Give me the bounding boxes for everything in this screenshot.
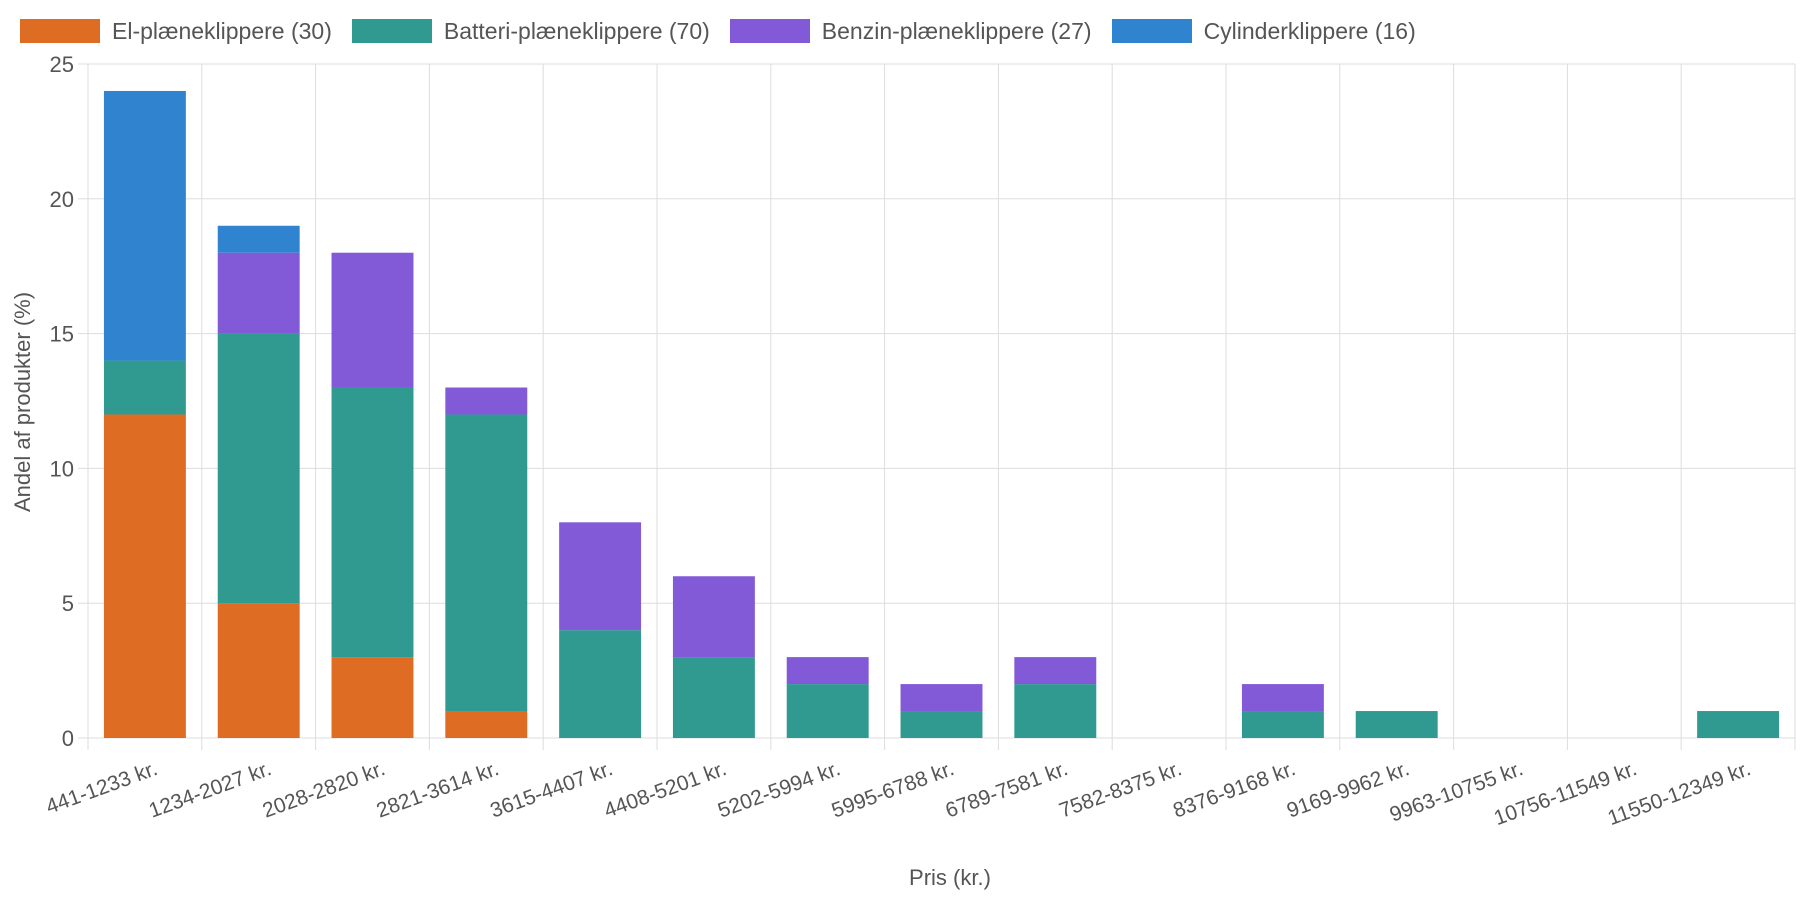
- bar-segment[interactable]: [900, 711, 983, 738]
- y-tick-label: 5: [62, 591, 74, 616]
- x-tick-label: 3615-4407 kr.: [487, 757, 616, 823]
- x-tick-label: 2028-2820 kr.: [260, 757, 389, 823]
- bar-segment[interactable]: [786, 657, 869, 685]
- bar-segment[interactable]: [1014, 684, 1097, 738]
- legend-item-batteri[interactable]: Batteri-plæneklippere (70): [351, 17, 710, 45]
- bar-segment[interactable]: [103, 90, 186, 361]
- bar-segment[interactable]: [672, 657, 755, 738]
- legend-swatch-cylinder: [1111, 19, 1192, 43]
- bar-segment[interactable]: [217, 225, 300, 253]
- legend-label-batteri: Batteri-plæneklippere (70): [443, 17, 710, 44]
- bar-segment[interactable]: [217, 333, 300, 604]
- y-tick-label: 0: [62, 726, 74, 751]
- bar-segment[interactable]: [103, 360, 186, 415]
- y-tick-label: 25: [50, 52, 74, 77]
- bar-segment[interactable]: [786, 684, 869, 738]
- x-tick-label: 441-1233 kr.: [43, 757, 161, 819]
- bar-segment[interactable]: [672, 576, 755, 658]
- chart-legend: El-plæneklippere (30) Batteri-plæneklipp…: [20, 16, 1436, 46]
- x-tick-label: 5202-5994 kr.: [715, 757, 844, 823]
- y-tick-label: 10: [50, 456, 74, 481]
- y-tick-label: 20: [50, 187, 74, 212]
- legend-label-cylinder: Cylinderklippere (16): [1203, 17, 1416, 44]
- bar-segment[interactable]: [103, 414, 186, 738]
- bar-segment[interactable]: [1241, 711, 1324, 738]
- y-tick-label: 15: [50, 322, 74, 347]
- legend-item-el[interactable]: El-plæneklippere (30): [20, 18, 332, 45]
- bar-segment[interactable]: [217, 252, 300, 334]
- legend-item-benzin[interactable]: Benzin-plæneklippere (27): [729, 17, 1092, 45]
- bar-segment[interactable]: [1355, 711, 1438, 738]
- bar-segment[interactable]: [559, 630, 642, 738]
- x-tick-label: 5995-6788 kr.: [829, 757, 958, 823]
- y-axis-title: Andel af produkter (%): [10, 292, 35, 512]
- legend-item-cylinder[interactable]: Cylinderklippere (16): [1111, 17, 1416, 45]
- x-axis-title: Pris (kr.): [909, 865, 991, 890]
- legend-swatch-batteri: [351, 19, 432, 43]
- x-tick-label: 2821-3614 kr.: [373, 757, 502, 823]
- bar-segment[interactable]: [900, 684, 983, 712]
- legend-swatch-el: [20, 19, 100, 43]
- bar-segment[interactable]: [445, 387, 528, 415]
- legend-label-el: El-plæneklippere (30): [112, 17, 332, 44]
- bar-segment[interactable]: [331, 657, 414, 738]
- bar-segment[interactable]: [445, 414, 528, 712]
- bar-segment[interactable]: [1241, 684, 1324, 712]
- bar-segment[interactable]: [559, 522, 642, 631]
- x-tick-label: 8376-9168 kr.: [1170, 757, 1299, 823]
- bar-segment[interactable]: [445, 711, 528, 738]
- bar-segment[interactable]: [217, 603, 300, 738]
- legend-label-benzin: Benzin-plæneklippere (27): [821, 17, 1092, 44]
- x-tick-label: 1234-2027 kr.: [146, 757, 275, 823]
- bar-segment[interactable]: [1697, 711, 1780, 738]
- bar-segment[interactable]: [331, 252, 414, 388]
- x-tick-label: 7582-8375 kr.: [1056, 757, 1185, 823]
- legend-swatch-benzin: [729, 19, 810, 43]
- bar-segment[interactable]: [1014, 657, 1097, 685]
- x-tick-label: 6789-7581 kr.: [942, 757, 1071, 823]
- x-tick-label: 4408-5201 kr.: [601, 757, 730, 823]
- bar-segment[interactable]: [331, 387, 414, 658]
- bar-layer: [103, 90, 1780, 738]
